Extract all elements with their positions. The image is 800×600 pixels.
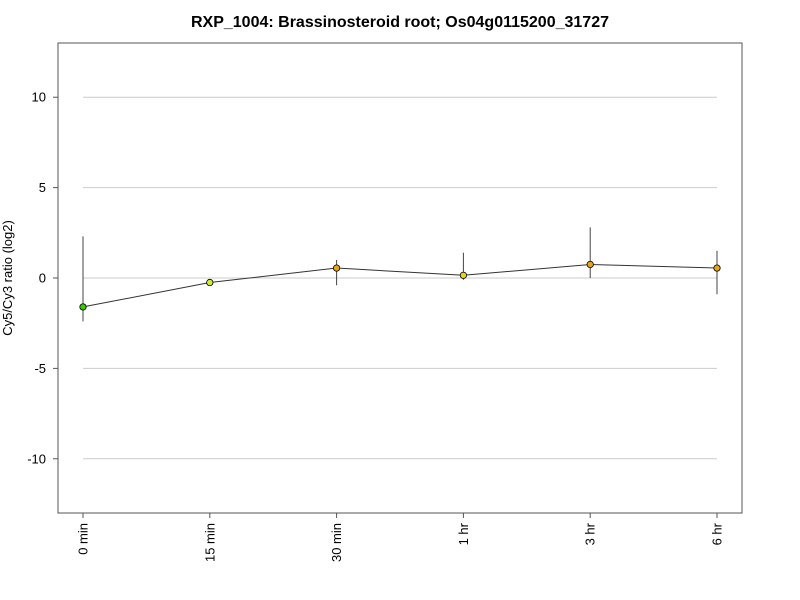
x-tick-label: 30 min [329, 523, 344, 562]
y-tick-label: -10 [27, 451, 46, 466]
data-point [586, 260, 594, 269]
x-tick-label: 6 hr [710, 522, 725, 545]
x-tick-label: 0 min [76, 523, 91, 555]
x-tick-label: 3 hr [583, 522, 598, 545]
y-axis: 10 5 0 -5 -10 [27, 90, 58, 466]
series-line [82, 263, 718, 308]
series [79, 227, 721, 322]
y-tick-label: -5 [34, 361, 46, 376]
y-tick-label: 10 [32, 90, 46, 105]
x-tick-label: 15 min [202, 523, 217, 562]
data-point [79, 303, 87, 311]
y-axis-label: Cy5/Cy3 ratio (log2) [0, 220, 15, 336]
y-tick-label: 0 [39, 271, 46, 286]
data-point [713, 264, 721, 272]
x-tick-label: 1 hr [456, 522, 471, 545]
data-point [332, 264, 341, 272]
grid-lines [83, 96, 717, 460]
x-axis: 0 min 15 min 30 min 1 hr 3 hr 6 hr [76, 513, 725, 562]
data-point [206, 278, 214, 287]
y-tick-label: 5 [39, 180, 46, 195]
chart-title: RXP_1004: Brassinosteroid root; Os04g011… [191, 14, 609, 31]
data-point [459, 271, 467, 279]
